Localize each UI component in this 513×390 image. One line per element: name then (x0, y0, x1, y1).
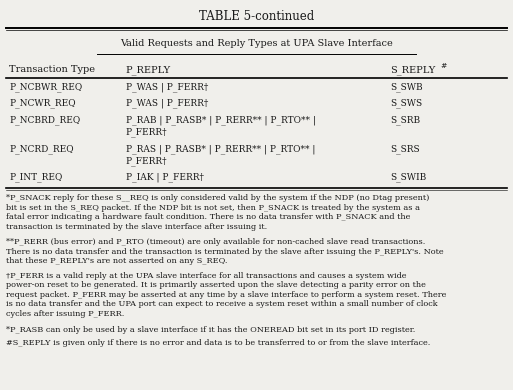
Text: P_NCRD_REQ: P_NCRD_REQ (9, 144, 74, 154)
Text: #S_REPLY is given only if there is no error and data is to be transferred to or : #S_REPLY is given only if there is no er… (6, 339, 430, 347)
Text: P_NCBWR_REQ: P_NCBWR_REQ (9, 82, 83, 92)
Text: *P_RASB can only be used by a slave interface if it has the ONEREAD bit set in i: *P_RASB can only be used by a slave inte… (6, 326, 416, 335)
Text: P_INT_REQ: P_INT_REQ (9, 172, 63, 182)
Text: *P_SNACK reply for these S__REQ is only considered valid by the system if the ND: *P_SNACK reply for these S__REQ is only … (6, 194, 429, 231)
Text: #: # (440, 62, 446, 70)
Text: S_SRB: S_SRB (390, 115, 420, 125)
Text: S_SRS: S_SRS (390, 144, 420, 154)
Text: S_SWS: S_SWS (390, 99, 422, 108)
Text: S_SWB: S_SWB (390, 82, 423, 92)
Text: TABLE 5-continued: TABLE 5-continued (199, 10, 314, 23)
Text: P_REPLY: P_REPLY (126, 65, 171, 75)
Text: Valid Requests and Reply Types at UPA Slave Interface: Valid Requests and Reply Types at UPA Sl… (120, 39, 393, 48)
Text: †P_FERR is a valid reply at the UPA slave interface for all transactions and cau: †P_FERR is a valid reply at the UPA slav… (6, 272, 446, 318)
Text: P_RAB | P_RASB* | P_RERR** | P_RTO** |
P_FERR†: P_RAB | P_RASB* | P_RERR** | P_RTO** | P… (126, 115, 315, 137)
Text: P_NCWR_REQ: P_NCWR_REQ (9, 99, 76, 108)
Text: Transaction Type: Transaction Type (9, 65, 95, 74)
Text: P_NCBRD_REQ: P_NCBRD_REQ (9, 115, 81, 125)
Text: P_IAK | P_FERR†: P_IAK | P_FERR† (126, 172, 204, 182)
Text: **P_RERR (bus error) and P_RTO (timeout) are only available for non-cached slave: **P_RERR (bus error) and P_RTO (timeout)… (6, 238, 444, 265)
Text: P_RAS | P_RASB* | P_RERR** | P_RTO** |
P_FERR†: P_RAS | P_RASB* | P_RERR** | P_RTO** | P… (126, 144, 315, 166)
Text: S_REPLY: S_REPLY (390, 65, 435, 75)
Text: S_SWIB: S_SWIB (390, 172, 426, 182)
Text: P_WAS | P_FERR†: P_WAS | P_FERR† (126, 82, 208, 92)
Text: P_WAS | P_FERR†: P_WAS | P_FERR† (126, 99, 208, 108)
